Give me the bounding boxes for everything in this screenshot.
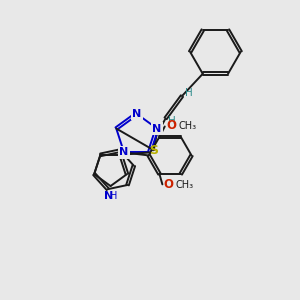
Text: N: N — [104, 190, 114, 200]
Text: S: S — [149, 144, 158, 157]
Text: H: H — [110, 190, 117, 200]
Text: O: O — [164, 178, 174, 191]
Text: N: N — [119, 148, 129, 158]
Text: O: O — [166, 119, 176, 132]
Text: CH₃: CH₃ — [178, 121, 196, 131]
Text: N: N — [152, 124, 162, 134]
Text: N: N — [132, 109, 141, 119]
Text: CH₃: CH₃ — [176, 180, 194, 190]
Text: H: H — [168, 116, 176, 126]
Text: H: H — [184, 88, 192, 98]
